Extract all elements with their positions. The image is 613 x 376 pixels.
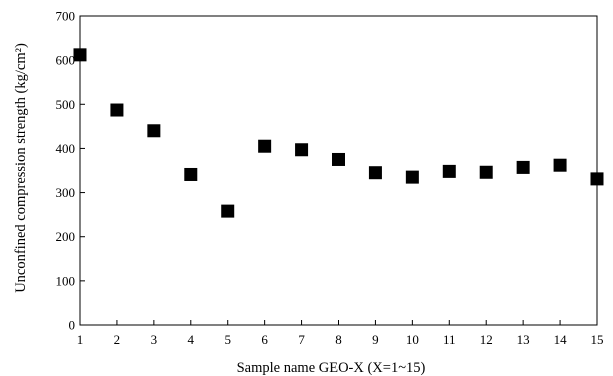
x-tick-label: 7	[298, 332, 305, 347]
data-point	[368, 166, 382, 180]
y-tick-label: 200	[56, 229, 76, 244]
y-tick-label: 0	[69, 318, 76, 333]
data-point	[516, 160, 530, 174]
y-tick-label: 700	[56, 9, 76, 24]
x-tick-label: 8	[335, 332, 342, 347]
y-tick-label: 100	[56, 273, 76, 288]
data-point	[110, 103, 124, 117]
data-point	[332, 152, 345, 166]
x-tick-label: 11	[443, 332, 456, 347]
x-tick-label: 3	[151, 332, 158, 347]
data-point	[405, 170, 419, 184]
x-tick-label: 9	[372, 332, 379, 347]
data-point	[590, 172, 604, 186]
data-point	[295, 143, 309, 157]
x-tick-label: 13	[517, 332, 530, 347]
y-axis-ticks: 0 100 200 300 400 500 600 700	[56, 9, 85, 333]
x-tick-label: 1	[77, 332, 84, 347]
x-tick-label: 5	[224, 332, 231, 347]
data-point	[479, 165, 493, 179]
data-point	[553, 158, 567, 172]
x-tick-label: 2	[114, 332, 121, 347]
x-tick-label: 4	[188, 332, 195, 347]
x-axis-title: Sample name GEO-X (X=1~15)	[237, 360, 426, 376]
y-tick-label: 400	[56, 141, 76, 156]
data-point	[258, 139, 272, 153]
data-point	[221, 204, 235, 218]
y-axis-title: Unconfined compression strength (kg/cm²)	[13, 43, 29, 293]
x-tick-label: 6	[261, 332, 268, 347]
data-point	[442, 164, 456, 178]
x-tick-label: 14	[554, 332, 568, 347]
x-tick-label: 15	[591, 332, 604, 347]
x-axis-ticks: 1 2 3 4 5 6 7 8 9 10 11 12 13 14 15	[77, 320, 604, 347]
data-point	[147, 124, 161, 138]
data-points	[73, 48, 604, 218]
y-tick-label: 300	[56, 185, 76, 200]
x-tick-label: 10	[406, 332, 419, 347]
x-tick-label: 12	[480, 332, 493, 347]
data-point	[184, 167, 198, 181]
y-tick-label: 600	[56, 53, 76, 68]
y-tick-label: 500	[56, 97, 76, 112]
data-point	[73, 48, 87, 62]
